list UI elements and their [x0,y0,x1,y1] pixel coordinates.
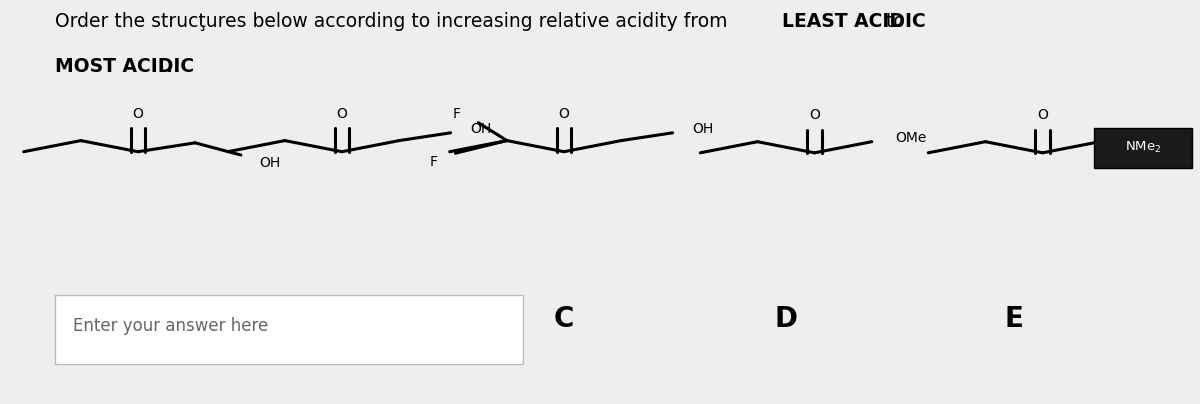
Text: C: C [554,305,574,333]
Text: O: O [132,107,144,121]
Text: NMe$_2$: NMe$_2$ [1124,140,1162,155]
Text: MOST ACIDIC: MOST ACIDIC [55,57,194,76]
Text: O: O [1037,108,1048,122]
Text: D: D [774,305,798,333]
Text: OMe: OMe [895,130,928,145]
Text: to: to [880,12,905,31]
Text: Order the strucţures below according to increasing relative acidity from: Order the strucţures below according to … [55,12,733,31]
Text: E: E [1004,305,1024,333]
Text: A: A [127,305,149,333]
Text: O: O [336,107,348,121]
Bar [1093,128,1192,168]
Text: OH: OH [259,156,280,170]
Text: O: O [558,107,570,121]
Bar [55,295,523,364]
Text: B: B [331,305,353,333]
Text: F: F [430,155,438,169]
Text: OH: OH [469,122,491,136]
Text: F: F [452,107,461,121]
Text: Enter your answer here: Enter your answer here [73,317,269,335]
Text: OH: OH [691,122,713,136]
Text: O: O [809,108,820,122]
Text: .: . [166,57,173,76]
Text: LEAST ACIDIC: LEAST ACIDIC [782,12,926,31]
